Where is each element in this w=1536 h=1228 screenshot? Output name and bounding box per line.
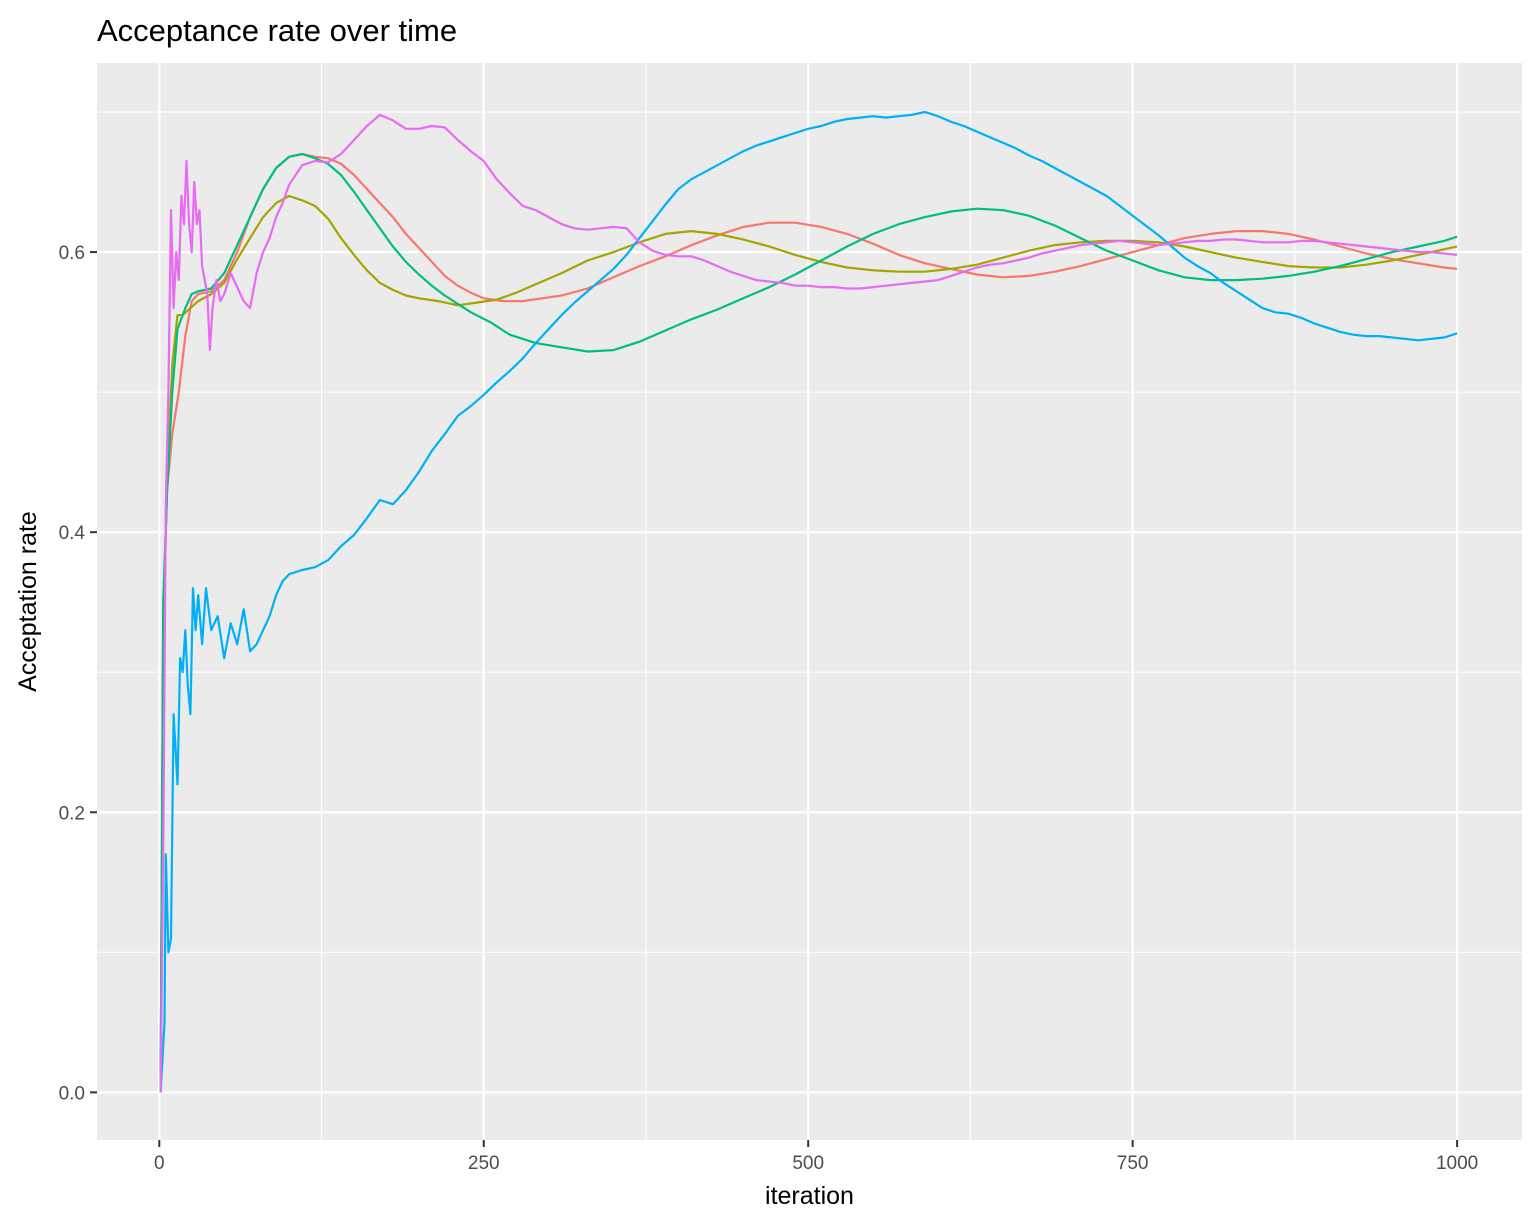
x-tick-label: 750	[1117, 1153, 1149, 1174]
series-line-3	[159, 152, 1458, 1093]
x-tick-label: 1000	[1436, 1153, 1478, 1174]
y-tick-label: 0.2	[59, 803, 85, 824]
series-line-4	[159, 110, 1458, 1093]
y-tick-label: 0.6	[59, 243, 85, 264]
y-axis: 0.0 0.2 0.4 0.6	[59, 243, 97, 1104]
x-tick-label: 250	[468, 1153, 500, 1174]
series-line-2	[159, 194, 1458, 1093]
y-axis-title: Acceptation rate	[14, 511, 42, 692]
major-gridlines	[97, 63, 1522, 1140]
series-lines	[159, 110, 1458, 1093]
y-tick-label: 0.0	[59, 1083, 85, 1104]
x-tick-label: 0	[154, 1153, 165, 1174]
y-tick-label: 0.4	[59, 523, 86, 544]
chart-title: Acceptance rate over time	[97, 13, 457, 48]
series-line-5	[159, 113, 1458, 1093]
x-axis-title: iteration	[765, 1182, 854, 1210]
x-axis: 0 250 500 750 1000	[154, 1140, 1478, 1174]
x-tick-label: 500	[792, 1153, 824, 1174]
